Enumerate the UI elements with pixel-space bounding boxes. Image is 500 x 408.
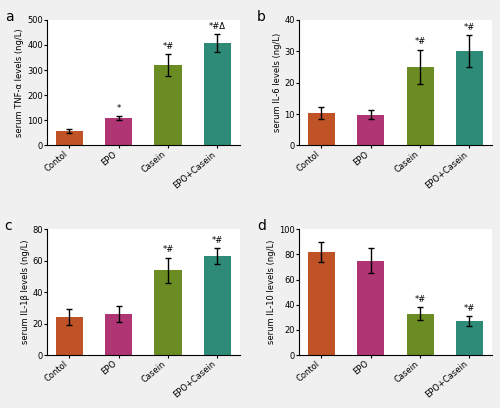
Bar <box>406 67 434 146</box>
Bar <box>406 313 434 355</box>
Y-axis label: serum IL-10 levels (ng/L): serum IL-10 levels (ng/L) <box>268 240 276 344</box>
Text: *#: *# <box>162 42 173 51</box>
Y-axis label: serum TNF-α levels (ng/L): serum TNF-α levels (ng/L) <box>16 28 24 137</box>
Text: *: * <box>116 104 121 113</box>
Y-axis label: serum IL-1β levels (ng/L): serum IL-1β levels (ng/L) <box>20 240 30 344</box>
Text: *#: *# <box>414 38 426 47</box>
Text: *#: *# <box>414 295 426 304</box>
Text: *#: *# <box>464 23 475 32</box>
Y-axis label: serum IL-6 levels (ng/L): serum IL-6 levels (ng/L) <box>272 33 281 132</box>
Bar <box>357 261 384 355</box>
Bar <box>456 51 483 146</box>
Bar <box>154 65 182 146</box>
Bar <box>56 131 83 146</box>
Text: c: c <box>4 219 12 233</box>
Bar <box>154 270 182 355</box>
Text: *#Δ: *#Δ <box>209 22 226 31</box>
Bar <box>105 314 132 355</box>
Text: *#: *# <box>464 304 475 313</box>
Text: a: a <box>4 10 14 24</box>
Bar <box>204 43 231 146</box>
Text: *#: *# <box>212 236 223 245</box>
Bar <box>56 317 83 355</box>
Text: d: d <box>257 219 266 233</box>
Bar <box>308 113 335 146</box>
Bar <box>204 256 231 355</box>
Bar <box>456 321 483 355</box>
Text: *#: *# <box>162 246 173 255</box>
Text: b: b <box>257 10 266 24</box>
Bar <box>308 252 335 355</box>
Bar <box>105 118 132 146</box>
Bar <box>357 115 384 146</box>
